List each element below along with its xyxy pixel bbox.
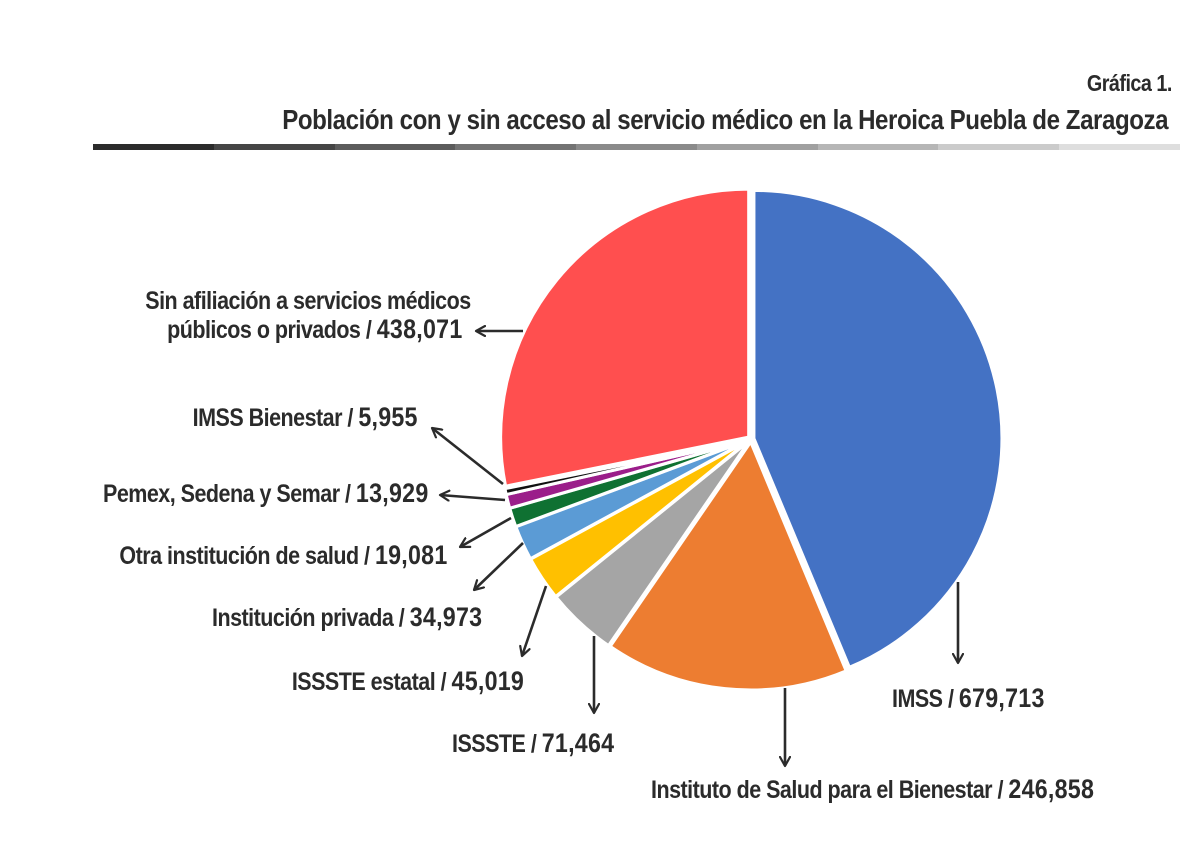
pie-slice-imss-bienestar bbox=[503, 438, 750, 497]
label-institucion-privada: Institución privada / 34,973 bbox=[211, 602, 482, 632]
label-sin-afiliacion-line2: públicos o privados / 438,071 bbox=[166, 314, 462, 344]
label-pemex: Pemex, Sedena y Semar / 13,929 bbox=[102, 478, 428, 508]
rule-segment bbox=[93, 144, 214, 150]
arrow-otra bbox=[460, 516, 512, 549]
label-imss-bienestar: IMSS Bienestar / 5,955 bbox=[192, 402, 418, 432]
pie-slices bbox=[499, 187, 1004, 692]
rule-segment bbox=[334, 144, 456, 150]
label-issste: ISSSTE / 71,464 bbox=[452, 728, 615, 758]
label-issste-estatal: ISSSTE estatal / 45,019 bbox=[291, 666, 524, 696]
label-otra-institucion: Otra institución de salud / 19,081 bbox=[119, 540, 448, 570]
label-sin-afiliacion: Sin afiliación a servicios médicos bbox=[144, 287, 471, 315]
rule-segment bbox=[576, 144, 697, 150]
chart-title: Población con y sin acceso al servicio m… bbox=[282, 104, 1168, 135]
label-insabi: Instituto de Salud para el Bienestar / 2… bbox=[651, 774, 1095, 804]
rule-segment bbox=[455, 144, 577, 150]
arrow-imss-bienestar bbox=[432, 428, 504, 486]
rule-segment bbox=[213, 144, 335, 150]
leader-arrows bbox=[432, 331, 958, 766]
label-imss: IMSS / 679,713 bbox=[892, 683, 1045, 713]
chart-subtitle: Gráfica 1. bbox=[1086, 70, 1173, 96]
pie-slice-instituto-de-salud-para-el-bienestar bbox=[608, 440, 848, 692]
arrow-issste-estatal bbox=[522, 585, 548, 656]
pie-slice-sin-afiliaci-n-a-servicios-m-dicos-p-blicos-o-privados bbox=[499, 187, 751, 488]
rule-segment bbox=[817, 144, 939, 150]
title-rule bbox=[93, 144, 1181, 150]
pie-slice-imss bbox=[752, 188, 1004, 669]
rule-segment bbox=[938, 144, 1060, 150]
rule-segment bbox=[696, 144, 818, 150]
rule-segment bbox=[1059, 144, 1181, 150]
arrow-privada bbox=[474, 542, 524, 590]
arrow-pemex bbox=[440, 495, 506, 500]
